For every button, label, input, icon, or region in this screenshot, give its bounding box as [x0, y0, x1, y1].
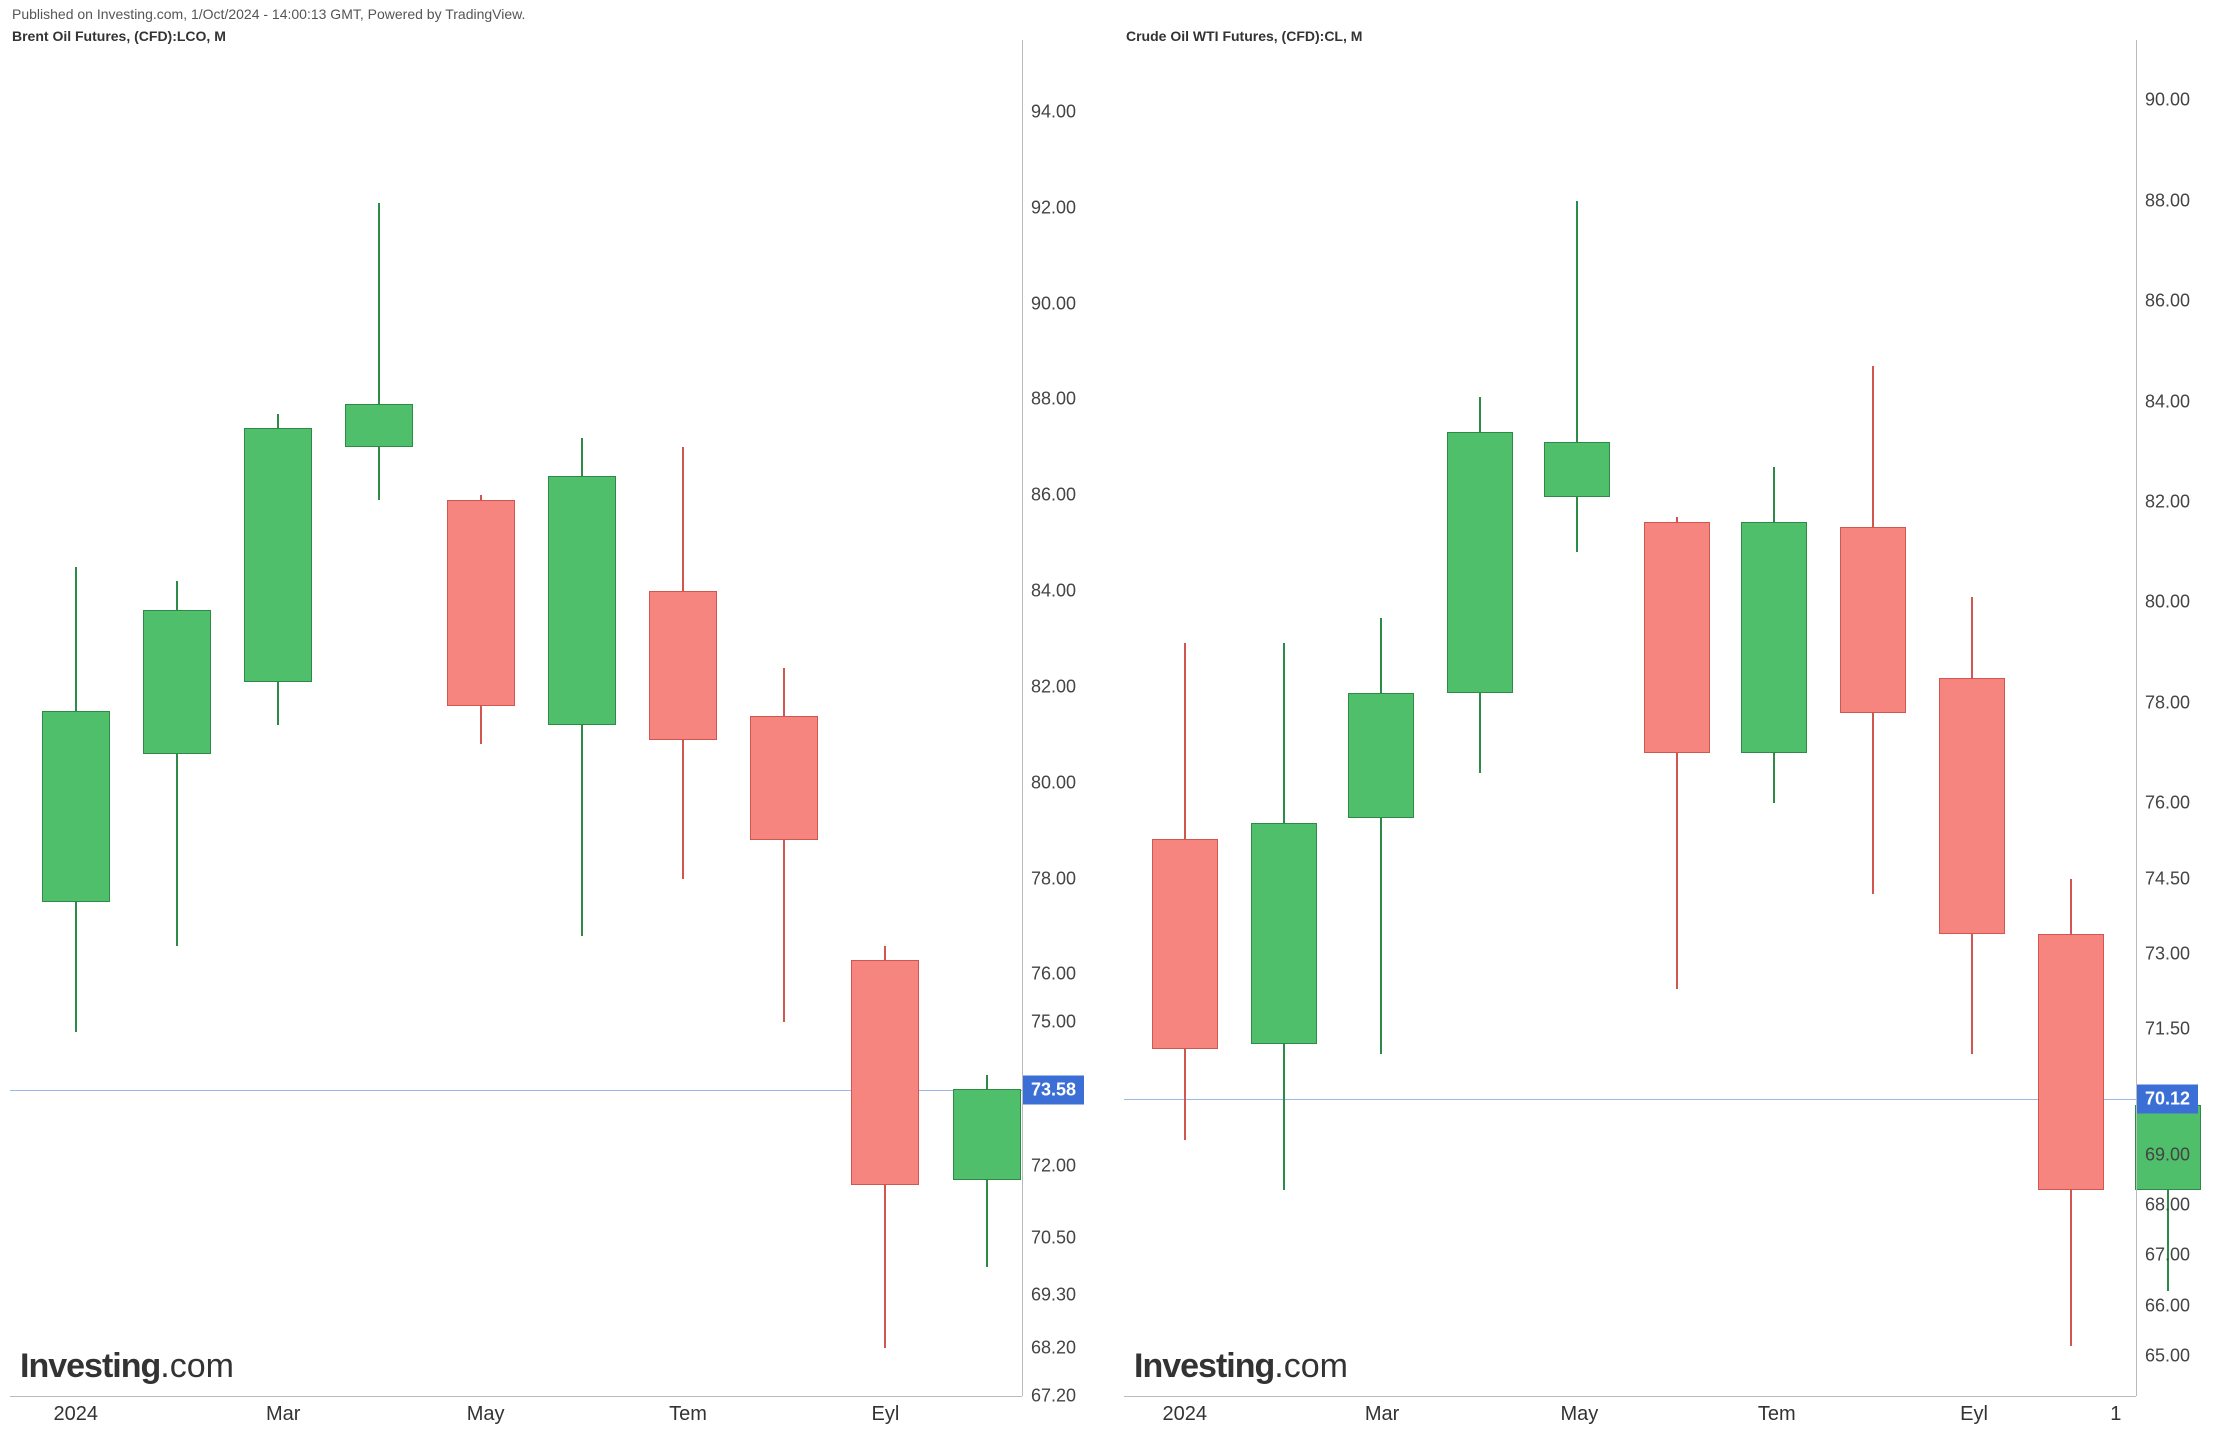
y-tick-label: 76.00 [1031, 964, 1076, 985]
candle[interactable] [851, 0, 919, 1436]
x-axis: 2024 Mar May Tem Eyl 1 [1124, 1396, 2136, 1436]
candle-body [42, 711, 110, 903]
y-tick-label: 84.00 [1031, 581, 1076, 602]
candle-body [244, 428, 312, 682]
candle[interactable] [649, 0, 717, 1436]
candle-body [953, 1089, 1021, 1180]
x-tick-label: 1 [2110, 1403, 2121, 1426]
candle-body [750, 716, 818, 841]
y-tick-label: 69.30 [1031, 1285, 1076, 1306]
candle-wick [1380, 618, 1382, 1055]
candle-body [548, 476, 616, 725]
y-tick-label: 68.20 [1031, 1338, 1076, 1359]
y-tick-label: 78.00 [1031, 868, 1076, 889]
candle[interactable] [1741, 0, 1807, 1436]
candle[interactable] [1644, 0, 1710, 1436]
logo: Investing.com [1134, 1347, 1348, 1386]
y-tick-label: 75.00 [1031, 1012, 1076, 1033]
candle[interactable] [953, 0, 1021, 1436]
y-tick-label: 66.00 [2145, 1295, 2190, 1316]
candle-body [1741, 522, 1807, 753]
candle[interactable] [244, 0, 312, 1436]
y-tick-label: 88.00 [1031, 389, 1076, 410]
candle[interactable] [1544, 0, 1610, 1436]
candle[interactable] [1840, 0, 1906, 1436]
candle-body [345, 404, 413, 447]
candle-body [447, 500, 515, 706]
candle-body [1939, 678, 2005, 934]
y-tick-label: 71.50 [2145, 1019, 2190, 1040]
candle[interactable] [143, 0, 211, 1436]
candle[interactable] [42, 0, 110, 1436]
x-tick-label: May [1560, 1403, 1598, 1426]
candle-body [1447, 432, 1513, 693]
price-tag: 73.58 [1023, 1076, 1084, 1105]
candle-body [851, 960, 919, 1185]
y-axis: 90.00 88.00 86.00 84.00 82.00 80.00 78.00 76.00… [2136, 40, 2226, 1396]
candle-body [143, 610, 211, 754]
x-tick-label: Eyl [871, 1403, 899, 1426]
candle[interactable] [447, 0, 515, 1436]
x-tick-label: 2024 [1162, 1403, 1207, 1426]
candle-body [1840, 527, 1906, 713]
y-tick-label: 68.00 [2145, 1195, 2190, 1216]
price-tag: 70.12 [2137, 1084, 2198, 1113]
y-tick-label: 86.00 [2145, 291, 2190, 312]
candle[interactable] [345, 0, 413, 1436]
y-tick-label: 94.00 [1031, 101, 1076, 122]
x-tick-label: Mar [1365, 1403, 1399, 1426]
y-tick-label: 88.00 [2145, 190, 2190, 211]
candle-wick [1576, 201, 1578, 553]
candle[interactable] [1939, 0, 2005, 1436]
y-tick-label: 82.00 [2145, 492, 2190, 513]
x-tick-label: 2024 [54, 1403, 99, 1426]
chart-panel: Crude Oil WTI Futures, (CFD):CL, M90.008… [1114, 0, 2228, 1436]
y-tick-label: 65.00 [2145, 1345, 2190, 1366]
candle[interactable] [1447, 0, 1513, 1436]
candle-body [1152, 839, 1218, 1050]
y-tick-label: 67.00 [2145, 1245, 2190, 1266]
x-tick-label: Eyl [1960, 1403, 1988, 1426]
y-tick-label: 78.00 [2145, 692, 2190, 713]
y-tick-label: 67.20 [1031, 1386, 1076, 1407]
candle-body [1348, 693, 1414, 819]
candle-body [1644, 522, 1710, 753]
candle[interactable] [1152, 0, 1218, 1436]
candle[interactable] [1348, 0, 1414, 1436]
y-tick-label: 73.00 [2145, 944, 2190, 965]
candle-body [1544, 442, 1610, 497]
y-tick-label: 80.00 [2145, 592, 2190, 613]
y-axis: 94.00 92.00 90.00 88.00 86.00 84.00 82.00 80.00… [1022, 40, 1112, 1396]
y-tick-label: 82.00 [1031, 676, 1076, 697]
candle[interactable] [2038, 0, 2104, 1436]
x-tick-label: Tem [669, 1403, 707, 1426]
y-tick-label: 70.50 [1031, 1227, 1076, 1248]
y-tick-label: 90.00 [2145, 90, 2190, 111]
y-tick-label: 76.00 [2145, 793, 2190, 814]
y-tick-label: 80.00 [1031, 772, 1076, 793]
y-tick-label: 90.00 [1031, 293, 1076, 314]
y-tick-label: 72.00 [1031, 1156, 1076, 1177]
y-tick-label: 92.00 [1031, 197, 1076, 218]
y-tick-label: 69.00 [2145, 1144, 2190, 1165]
candle-wick [378, 203, 380, 500]
y-tick-label: 84.00 [2145, 391, 2190, 412]
candle-body [2038, 934, 2104, 1190]
candle[interactable] [750, 0, 818, 1436]
candle-body [1251, 823, 1317, 1044]
logo: Investing.com [20, 1347, 234, 1386]
y-tick-label: 86.00 [1031, 485, 1076, 506]
y-tick-label: 74.50 [2145, 868, 2190, 889]
x-tick-label: May [467, 1403, 505, 1426]
candle-body [649, 591, 717, 740]
candle[interactable] [1251, 0, 1317, 1436]
candle[interactable] [548, 0, 616, 1436]
x-axis: 2024 Mar May Tem Eyl [10, 1396, 1022, 1436]
chart-panel: Published on Investing.com, 1/Oct/2024 -… [0, 0, 1114, 1436]
x-tick-label: Mar [266, 1403, 300, 1426]
x-tick-label: Tem [1758, 1403, 1796, 1426]
